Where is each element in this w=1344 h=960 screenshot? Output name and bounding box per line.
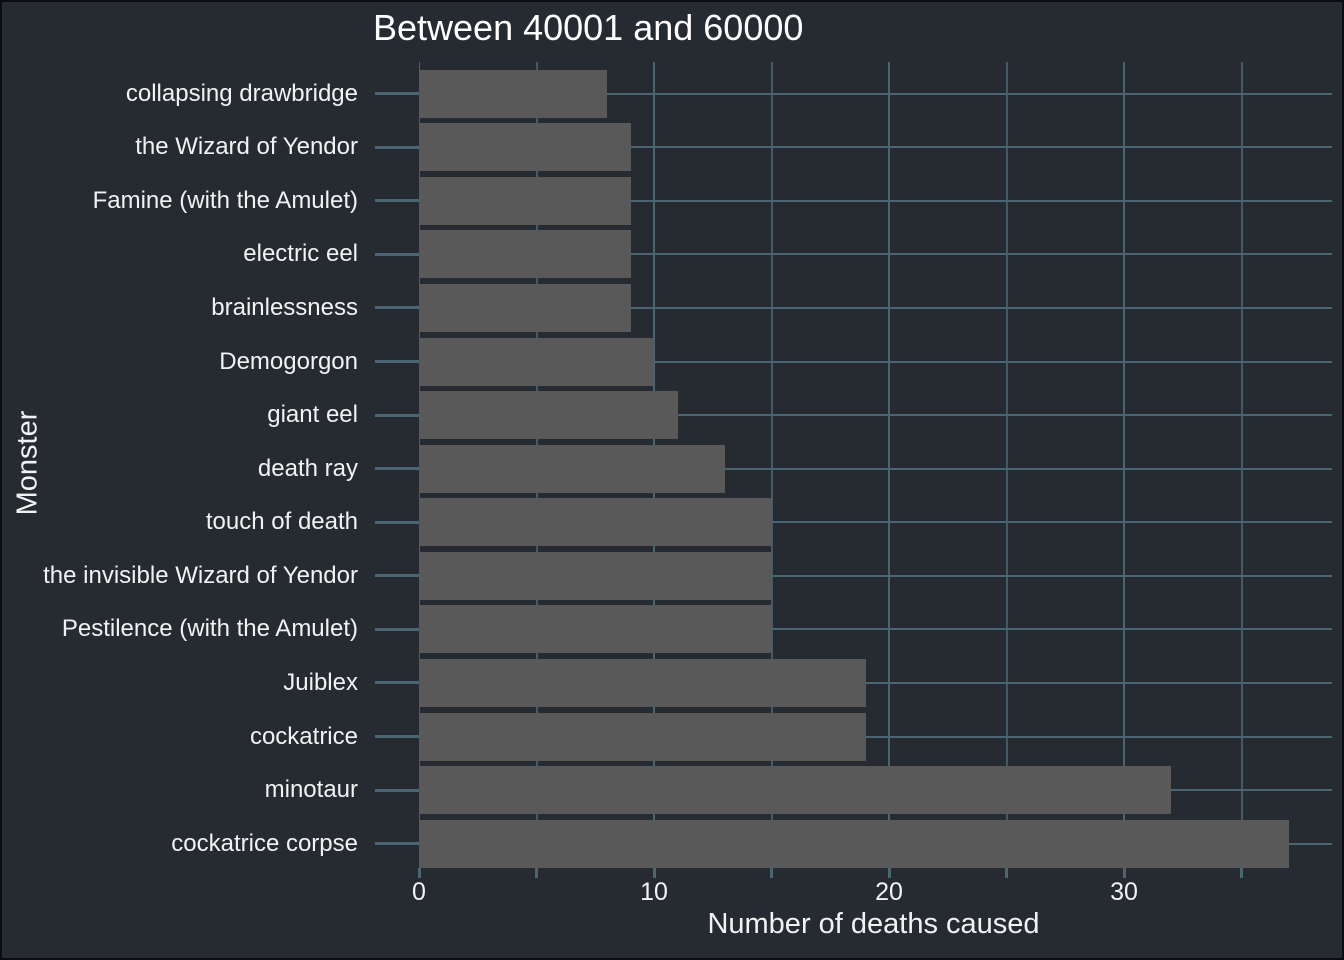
x-axis-tick-label: 30 — [1110, 878, 1138, 906]
y-axis-category-label: minotaur — [264, 776, 358, 804]
y-major-gridline — [419, 735, 1332, 738]
bar — [419, 69, 607, 118]
y-axis-tick — [375, 467, 419, 471]
y-axis-category-label: giant eel — [267, 401, 358, 429]
y-axis-tick — [375, 842, 419, 846]
y-axis-tick — [375, 681, 419, 685]
bar — [419, 819, 1289, 868]
x-axis-tick-label: 0 — [412, 878, 426, 906]
y-axis-category-label: the invisible Wizard of Yendor — [43, 561, 358, 589]
y-axis-tick — [375, 199, 419, 203]
y-axis-tick — [375, 735, 419, 739]
y-major-gridline — [419, 306, 1332, 309]
bar — [419, 605, 772, 654]
bar — [419, 391, 678, 440]
y-major-gridline — [419, 574, 1332, 577]
x-axis-tick-label: 20 — [875, 878, 903, 906]
y-axis-category-label: Famine (with the Amulet) — [92, 186, 358, 214]
y-major-gridline — [419, 521, 1332, 524]
y-axis-category-label: Pestilence (with the Amulet) — [61, 615, 358, 643]
y-major-gridline — [419, 92, 1332, 95]
y-axis-category-label: brainlessness — [211, 293, 358, 321]
y-axis-category-label: cockatrice — [249, 722, 358, 750]
bar — [419, 658, 866, 707]
x-axis-tick — [770, 868, 773, 878]
y-axis-tick — [375, 306, 419, 310]
y-axis-tick — [375, 520, 419, 524]
x-major-gridline — [1123, 62, 1126, 868]
bar — [419, 551, 772, 600]
x-axis-tick — [535, 868, 538, 878]
y-major-gridline — [419, 199, 1332, 202]
bar — [419, 766, 1172, 815]
x-minor-gridline — [770, 62, 773, 868]
y-major-gridline — [419, 467, 1332, 470]
y-axis-tick — [375, 413, 419, 417]
bar — [419, 498, 772, 547]
x-axis-title: Number of deaths caused — [707, 908, 1040, 940]
y-axis-tick — [375, 252, 419, 256]
y-axis-tick — [375, 360, 419, 364]
chart-title: Between 40001 and 60000 — [373, 7, 804, 48]
y-axis-category-label: electric eel — [243, 240, 358, 268]
bar — [419, 283, 631, 332]
y-axis-category-label: cockatrice corpse — [171, 829, 358, 857]
y-axis-tick — [375, 627, 419, 631]
y-axis-tick — [375, 92, 419, 96]
bar — [419, 176, 631, 225]
plot-panel — [419, 62, 1332, 868]
y-axis-tick — [375, 574, 419, 578]
x-axis-tick — [1240, 868, 1244, 878]
bar — [419, 123, 631, 172]
bar — [419, 337, 654, 386]
y-major-gridline — [419, 628, 1332, 631]
y-axis-title: Monster — [11, 410, 44, 516]
bar — [419, 444, 725, 493]
x-axis-tick — [887, 868, 891, 878]
x-axis-tick-label: 10 — [640, 878, 668, 906]
y-axis-category-label: Demogorgon — [219, 347, 358, 375]
bar — [419, 712, 866, 761]
y-axis-category-label: collapsing drawbridge — [125, 79, 358, 107]
y-axis-tick — [375, 145, 419, 149]
bar — [419, 230, 631, 279]
y-axis-category-label: death ray — [257, 454, 358, 482]
y-major-gridline — [419, 681, 1332, 684]
y-axis-category-label: the Wizard of Yendor — [135, 133, 358, 161]
y-major-gridline — [419, 414, 1332, 417]
x-axis-tick — [652, 868, 656, 878]
y-major-gridline — [419, 360, 1332, 363]
y-major-gridline — [419, 146, 1332, 149]
y-major-gridline — [419, 253, 1332, 256]
x-minor-gridline — [1240, 62, 1243, 868]
x-axis-tick — [1005, 868, 1009, 878]
x-axis-tick — [417, 868, 421, 878]
y-axis-category-label: touch of death — [205, 508, 358, 536]
x-axis-tick — [1122, 868, 1126, 878]
y-axis-tick — [375, 788, 419, 792]
x-major-gridline — [888, 62, 890, 868]
y-axis-category-label: Juiblex — [283, 668, 358, 696]
x-minor-gridline — [1005, 62, 1008, 868]
